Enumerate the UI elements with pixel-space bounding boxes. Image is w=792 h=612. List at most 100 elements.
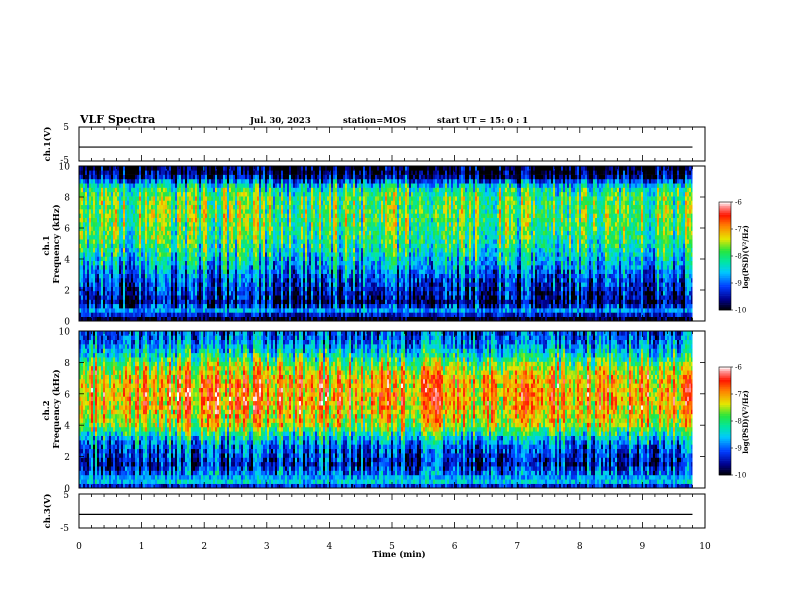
spectrogram-cell bbox=[177, 282, 179, 287]
spectrogram-cell bbox=[171, 191, 173, 197]
spectrogram-cell bbox=[221, 226, 223, 231]
spectrogram-cell bbox=[299, 252, 301, 257]
spectrogram-cell bbox=[181, 209, 183, 214]
spectrogram-cell bbox=[183, 277, 185, 283]
spectrogram-cell bbox=[109, 226, 111, 231]
spectrogram-cell bbox=[203, 247, 205, 253]
spectrogram-cell bbox=[263, 252, 265, 257]
spectrogram-cell bbox=[161, 243, 163, 249]
spectrogram-cell bbox=[325, 178, 327, 184]
spectrogram-cell bbox=[313, 204, 315, 210]
spectrogram-cell bbox=[267, 209, 269, 214]
spectrogram-cell bbox=[121, 187, 123, 193]
spectrogram-cell bbox=[303, 252, 305, 257]
spectrogram-cell bbox=[313, 187, 315, 193]
spectrogram-cell bbox=[341, 260, 343, 266]
spectrogram-cell bbox=[257, 174, 259, 180]
spectrogram-cell bbox=[261, 277, 263, 283]
spectrogram-cell bbox=[91, 247, 93, 253]
spectrogram-cell bbox=[297, 269, 299, 274]
spectrogram-cell bbox=[321, 213, 323, 218]
spectrogram-cell bbox=[279, 312, 281, 317]
spectrogram-cell bbox=[311, 234, 313, 240]
spectrogram-cell bbox=[131, 170, 133, 175]
spectrogram-cell bbox=[207, 187, 209, 193]
spectrogram-cell bbox=[281, 265, 283, 270]
spectrogram-cell bbox=[115, 247, 117, 253]
spectrogram-cell bbox=[139, 213, 141, 218]
spectrogram-cell bbox=[175, 221, 177, 227]
spectrogram-cell bbox=[243, 200, 245, 206]
spectrogram-cell bbox=[281, 273, 283, 279]
spectrogram-cell bbox=[175, 187, 177, 193]
spectrogram-cell bbox=[185, 282, 187, 287]
spectrogram-cell bbox=[171, 234, 173, 240]
spectrogram-cell bbox=[199, 260, 201, 266]
spectrogram-cell bbox=[157, 200, 159, 206]
spectrogram-cell bbox=[169, 183, 171, 188]
spectrogram-cell bbox=[103, 191, 105, 197]
spectrogram-cell bbox=[343, 316, 345, 322]
spectrogram-cell bbox=[145, 196, 147, 201]
spectrogram-cell bbox=[143, 239, 145, 244]
spectrogram-cell bbox=[315, 204, 317, 210]
spectrogram-cell bbox=[295, 286, 297, 292]
spectrogram-cell bbox=[277, 200, 279, 206]
spectrogram-cell bbox=[225, 295, 227, 300]
spectrogram-cell bbox=[309, 277, 311, 283]
spectrogram-cell bbox=[259, 316, 261, 322]
spectrogram-cell bbox=[241, 221, 243, 227]
spectrogram-cell bbox=[291, 260, 293, 266]
spectrogram-cell bbox=[79, 178, 81, 184]
spectrogram-cell bbox=[295, 187, 297, 193]
spectrogram-cell bbox=[119, 286, 121, 292]
spectrogram-cell bbox=[241, 239, 243, 244]
spectrogram-cell bbox=[265, 209, 267, 214]
spectrogram-cell bbox=[305, 252, 307, 257]
spectrogram-cell bbox=[83, 247, 85, 253]
spectrogram-cell bbox=[123, 226, 125, 231]
spectrogram-cell bbox=[235, 256, 237, 262]
spectrogram-cell bbox=[117, 217, 119, 223]
spectrogram-cell bbox=[89, 226, 91, 231]
spectrogram-cell bbox=[141, 230, 143, 236]
spectrogram-cell bbox=[345, 174, 347, 180]
spectrogram-cell bbox=[275, 312, 277, 317]
spectrogram-cell bbox=[339, 221, 341, 227]
spectrogram-cell bbox=[201, 166, 203, 171]
spectrogram-cell bbox=[281, 260, 283, 266]
spectrogram-cell bbox=[221, 295, 223, 300]
spectrogram-cell bbox=[159, 204, 161, 210]
spectrogram-cell bbox=[283, 282, 285, 287]
spectrogram-cell bbox=[133, 178, 135, 184]
spectrogram-cell bbox=[183, 282, 185, 287]
spectrogram-cell bbox=[249, 221, 251, 227]
spectrogram-cell bbox=[239, 269, 241, 274]
spectrogram-cell bbox=[311, 178, 313, 184]
spectrogram-cell bbox=[313, 282, 315, 287]
spectrogram-cell bbox=[125, 221, 127, 227]
spectrogram-cell bbox=[83, 260, 85, 266]
spectrogram-cell bbox=[281, 312, 283, 317]
spectrogram-cell bbox=[207, 290, 209, 296]
spectrogram-cell bbox=[291, 221, 293, 227]
spectrogram-cell bbox=[275, 230, 277, 236]
spectrogram-cell bbox=[93, 303, 95, 309]
spectrogram-cell bbox=[333, 230, 335, 236]
ch1-ytick-bottom: -5 bbox=[60, 156, 69, 166]
spectrogram-cell bbox=[131, 243, 133, 249]
spectrogram-cell bbox=[83, 308, 85, 313]
spectrogram-cell bbox=[79, 239, 81, 244]
spectrogram-cell bbox=[337, 303, 339, 309]
spectrogram-cell bbox=[317, 209, 319, 214]
spectrogram-cell bbox=[331, 187, 333, 193]
spectrogram-cell bbox=[257, 316, 259, 322]
spectrogram-cell bbox=[91, 256, 93, 262]
spectrogram-cell bbox=[317, 277, 319, 283]
spectrogram-cell bbox=[131, 273, 133, 279]
spectrogram-cell bbox=[209, 226, 211, 231]
spectrogram-cell bbox=[261, 316, 263, 322]
spectrogram-cell bbox=[93, 286, 95, 292]
spectrogram-cell bbox=[173, 174, 175, 180]
